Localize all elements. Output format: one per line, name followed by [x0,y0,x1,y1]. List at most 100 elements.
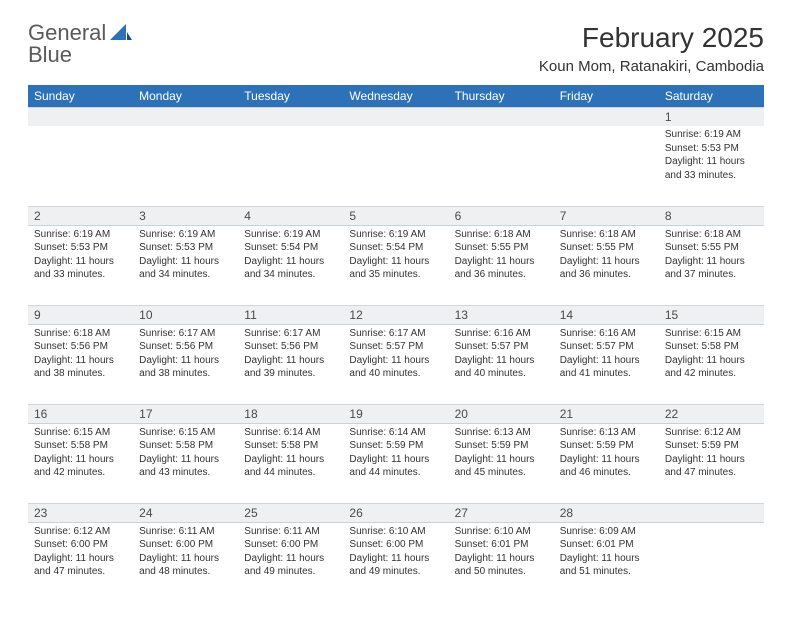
sunset-text: Sunset: 6:00 PM [349,538,442,552]
sunset-text: Sunset: 5:53 PM [139,241,232,255]
calendar-table: Sunday Monday Tuesday Wednesday Thursday… [28,85,764,602]
day-detail-cell: Sunrise: 6:19 AMSunset: 5:54 PMDaylight:… [238,225,343,305]
sunrise-text: Sunrise: 6:12 AM [665,426,758,440]
day-number: 26 [349,506,362,520]
day-detail-cell: Sunrise: 6:14 AMSunset: 5:59 PMDaylight:… [343,423,448,503]
daylight-text: Daylight: 11 hours and 44 minutes. [244,453,337,480]
sunrise-text: Sunrise: 6:11 AM [139,525,232,539]
sunrise-text: Sunrise: 6:10 AM [455,525,548,539]
day-number-cell: 24 [133,503,238,522]
day-number: 17 [139,407,152,421]
daylight-text: Daylight: 11 hours and 40 minutes. [349,354,442,381]
day-number-row: 9101112131415 [28,305,764,324]
day-detail-cell [554,126,659,206]
day-number: 21 [560,407,573,421]
header: General Blue February 2025 Koun Mom, Rat… [28,22,764,75]
day-number-cell [554,108,659,127]
sunset-text: Sunset: 5:57 PM [560,340,653,354]
day-number: 7 [560,209,567,223]
sunrise-text: Sunrise: 6:11 AM [244,525,337,539]
sunset-text: Sunset: 6:00 PM [139,538,232,552]
sunset-text: Sunset: 5:57 PM [455,340,548,354]
sunset-text: Sunset: 5:58 PM [665,340,758,354]
sunrise-text: Sunrise: 6:19 AM [349,228,442,242]
sunrise-text: Sunrise: 6:17 AM [139,327,232,341]
day-number-cell: 5 [343,206,448,225]
day-number-row: 1 [28,108,764,127]
day-number: 13 [455,308,468,322]
day-number-cell: 15 [659,305,764,324]
day-number-cell: 1 [659,108,764,127]
sunset-text: Sunset: 5:54 PM [244,241,337,255]
day-detail-cell: Sunrise: 6:14 AMSunset: 5:58 PMDaylight:… [238,423,343,503]
sunrise-text: Sunrise: 6:18 AM [34,327,127,341]
daylight-text: Daylight: 11 hours and 47 minutes. [665,453,758,480]
day-number-cell [238,108,343,127]
daylight-text: Daylight: 11 hours and 38 minutes. [34,354,127,381]
day-detail-cell: Sunrise: 6:19 AMSunset: 5:54 PMDaylight:… [343,225,448,305]
day-number: 8 [665,209,672,223]
day-number: 25 [244,506,257,520]
daylight-text: Daylight: 11 hours and 33 minutes. [34,255,127,282]
day-number: 11 [244,308,256,322]
logo-sail-icon [108,22,132,42]
day-detail-cell: Sunrise: 6:10 AMSunset: 6:00 PMDaylight:… [343,522,448,602]
day-detail-cell: Sunrise: 6:17 AMSunset: 5:57 PMDaylight:… [343,324,448,404]
daylight-text: Daylight: 11 hours and 49 minutes. [349,552,442,579]
day-number: 5 [349,209,356,223]
day-number: 1 [665,110,672,124]
sunset-text: Sunset: 5:59 PM [665,439,758,453]
daylight-text: Daylight: 11 hours and 35 minutes. [349,255,442,282]
sunset-text: Sunset: 5:56 PM [139,340,232,354]
day-detail-cell: Sunrise: 6:12 AMSunset: 5:59 PMDaylight:… [659,423,764,503]
day-detail-cell [238,126,343,206]
day-number: 4 [244,209,251,223]
day-number: 22 [665,407,678,421]
day-number-cell: 20 [449,404,554,423]
sunrise-text: Sunrise: 6:13 AM [560,426,653,440]
daylight-text: Daylight: 11 hours and 34 minutes. [139,255,232,282]
day-number-cell: 23 [28,503,133,522]
sunrise-text: Sunrise: 6:15 AM [139,426,232,440]
day-number-cell: 25 [238,503,343,522]
weekday-header: Sunday [28,85,133,108]
day-number: 15 [665,308,678,322]
sunset-text: Sunset: 5:58 PM [34,439,127,453]
sunrise-text: Sunrise: 6:16 AM [560,327,653,341]
daylight-text: Daylight: 11 hours and 39 minutes. [244,354,337,381]
day-detail-cell: Sunrise: 6:18 AMSunset: 5:55 PMDaylight:… [449,225,554,305]
weekday-header: Saturday [659,85,764,108]
sunset-text: Sunset: 6:01 PM [455,538,548,552]
day-detail-cell [659,522,764,602]
day-detail-cell: Sunrise: 6:19 AMSunset: 5:53 PMDaylight:… [133,225,238,305]
day-number-cell: 13 [449,305,554,324]
day-number-cell: 7 [554,206,659,225]
day-number-cell: 28 [554,503,659,522]
sunset-text: Sunset: 5:58 PM [244,439,337,453]
day-detail-cell [133,126,238,206]
day-number-cell: 9 [28,305,133,324]
day-number: 9 [34,308,41,322]
daylight-text: Daylight: 11 hours and 34 minutes. [244,255,337,282]
day-detail-cell: Sunrise: 6:18 AMSunset: 5:55 PMDaylight:… [659,225,764,305]
weekday-header: Friday [554,85,659,108]
day-number-cell [133,108,238,127]
sunrise-text: Sunrise: 6:19 AM [34,228,127,242]
day-number: 3 [139,209,146,223]
sunset-text: Sunset: 5:59 PM [349,439,442,453]
week-row: Sunrise: 6:18 AM Sunset: 5:56 PM Daylight:… [28,324,764,404]
day-detail-cell: Sunrise: 6:18 AMSunset: 5:56 PMDaylight:… [28,324,133,404]
daylight-text: Daylight: 11 hours and 51 minutes. [560,552,653,579]
day-number-row: 232425262728 [28,503,764,522]
day-number-cell: 6 [449,206,554,225]
sunset-text: Sunset: 5:54 PM [349,241,442,255]
day-number: 19 [349,407,362,421]
day-number-cell: 18 [238,404,343,423]
week-row: Sunrise: 6:12 AMSunset: 6:00 PMDaylight:… [28,522,764,602]
page-title: February 2025 [539,22,764,54]
day-number-cell: 19 [343,404,448,423]
day-number-cell: 12 [343,305,448,324]
day-detail-cell: Sunrise: 6:19 AMSunset: 5:53 PMDaylight:… [28,225,133,305]
day-detail-cell: Sunrise: 6:17 AMSunset: 5:56 PMDaylight:… [238,324,343,404]
day-number-cell: 3 [133,206,238,225]
